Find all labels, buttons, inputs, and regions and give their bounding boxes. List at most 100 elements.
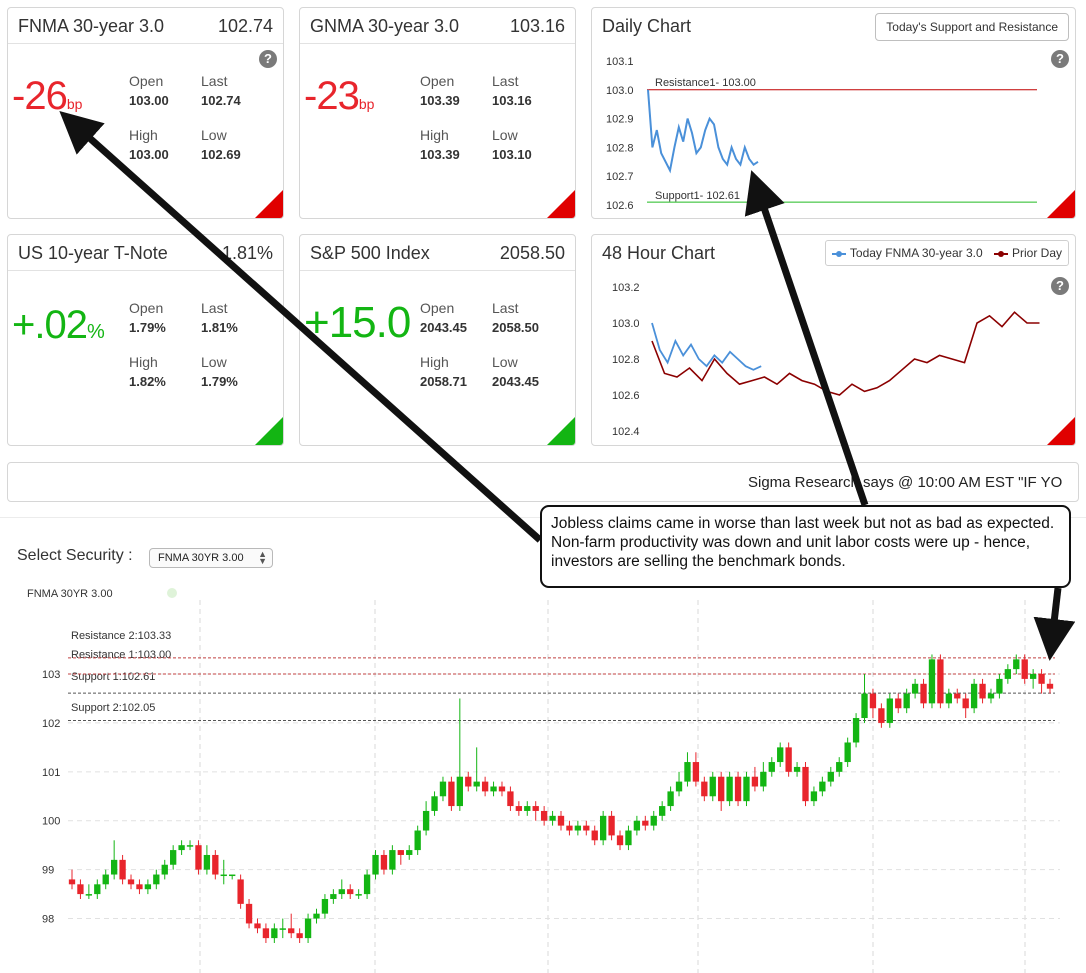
help-icon[interactable]: ?	[1051, 277, 1069, 295]
candle-body	[161, 864, 168, 875]
annotation-callout: Jobless claims came in worse than last w…	[540, 505, 1071, 588]
candle-body	[431, 796, 438, 811]
resistance-1-label: Resistance 1:103.00	[71, 649, 171, 661]
change-number: +15.0	[304, 298, 411, 347]
open-label: Open	[420, 300, 455, 316]
candle-body	[1029, 674, 1037, 679]
high-value: 103.39	[420, 147, 460, 162]
candle-body	[313, 913, 320, 919]
legend-swatch-today	[831, 250, 846, 257]
open-value: 2043.45	[420, 320, 467, 335]
candle-body	[119, 859, 126, 880]
last-label: Last	[201, 300, 228, 316]
high-stat: High 103.39	[420, 127, 460, 162]
candle-body	[903, 693, 910, 709]
last-stat: Last 1.81%	[201, 300, 238, 335]
y-tick-label: 100	[42, 816, 60, 828]
open-label: Open	[420, 73, 455, 89]
candle-body	[473, 781, 480, 787]
high-label: High	[129, 354, 158, 370]
y-tick-label: 102.4	[612, 426, 640, 438]
support-label: Support1- 102.61	[655, 190, 740, 202]
y-tick-label: 101	[42, 767, 60, 779]
candle-body	[574, 825, 582, 831]
down-indicator	[547, 190, 575, 218]
candle-body	[616, 835, 624, 846]
down-indicator	[1047, 190, 1075, 218]
candle-body	[448, 781, 455, 807]
card-price: 102.74	[217, 16, 273, 36]
y-tick-label: 102.7	[606, 171, 634, 183]
candle-body	[279, 928, 286, 930]
low-value: 2043.45	[492, 374, 539, 389]
card-price: 2058.50	[499, 243, 565, 263]
candle-body	[102, 874, 109, 885]
candle-body	[726, 776, 733, 802]
tnote-card: US 10-year T-Note 1.81% +.02% Open 1.79%…	[7, 234, 284, 446]
change-value: +15.0	[304, 298, 411, 347]
help-icon[interactable]: ?	[1051, 50, 1069, 68]
candle-body	[836, 762, 843, 772]
security-select[interactable]: FNMA 30YR 3.00 ▲ ▼	[149, 548, 273, 568]
candle-body	[465, 776, 472, 787]
card-title: Daily Chart	[602, 16, 692, 36]
last-label: Last	[492, 300, 519, 316]
candle-body	[819, 781, 826, 792]
candle-body	[178, 845, 185, 851]
open-value: 103.00	[129, 93, 169, 108]
candle-body	[675, 781, 683, 792]
candle-body	[127, 879, 135, 885]
open-stat: Open 103.39	[420, 73, 460, 108]
series-marker	[167, 588, 177, 598]
candle-body	[77, 884, 84, 895]
candle-body	[532, 806, 539, 811]
candle-body	[633, 820, 641, 831]
candle-body	[692, 762, 700, 782]
candle-body	[591, 830, 598, 841]
today-series-line	[651, 322, 762, 371]
y-tick-label: 102.8	[606, 142, 634, 154]
candle-body	[68, 879, 76, 885]
fnma-card-header: FNMA 30-year 3.0 102.74	[8, 8, 283, 44]
high-value: 1.82%	[129, 374, 166, 389]
legend-swatch-prior	[993, 250, 1008, 257]
sp500-card-header: S&P 500 Index 2058.50	[300, 235, 575, 271]
y-tick-label: 102.6	[606, 200, 634, 212]
candle-body	[439, 781, 447, 797]
candle-body	[768, 762, 775, 772]
candle-body	[642, 820, 649, 826]
candle-body	[659, 806, 666, 816]
candle-body	[524, 806, 531, 811]
candle-body	[170, 850, 177, 865]
low-value: 102.69	[201, 147, 241, 162]
low-stat: Low 102.69	[201, 127, 241, 162]
candle-body	[481, 781, 489, 792]
candle-body	[330, 894, 337, 899]
candle-body	[347, 889, 354, 895]
candle-body	[85, 894, 93, 896]
candle-body	[1046, 683, 1054, 689]
48hour-line-chart: 102.4 102.6 102.8 103.0 103.2	[612, 282, 1040, 438]
chevron-updown-icon: ▲ ▼	[258, 549, 267, 566]
support-resistance-button[interactable]: Today's Support and Resistance	[875, 13, 1069, 41]
gnma-card-header: GNMA 30-year 3.0 103.16	[300, 8, 575, 44]
legend-prior[interactable]: Prior Day	[993, 246, 1062, 260]
candle-body	[886, 698, 893, 723]
card-price: 103.16	[509, 16, 565, 36]
candle-body	[751, 776, 759, 787]
candle-body	[895, 698, 902, 709]
low-stat: Low 2043.45	[492, 354, 539, 389]
high-label: High	[129, 127, 158, 143]
candle-body	[1038, 674, 1045, 684]
candle-body	[372, 854, 379, 875]
candle-body	[94, 884, 101, 895]
high-value: 103.00	[129, 147, 169, 162]
select-security-label: Select Security :	[17, 547, 133, 564]
card-title: GNMA 30-year 3.0	[310, 16, 460, 36]
candle-body	[389, 850, 396, 870]
last-label: Last	[201, 73, 228, 89]
candle-body	[928, 659, 936, 704]
help-icon[interactable]: ?	[259, 50, 277, 68]
tnote-card-header: US 10-year T-Note 1.81%	[8, 235, 283, 271]
legend-today[interactable]: Today FNMA 30-year 3.0	[831, 246, 983, 260]
